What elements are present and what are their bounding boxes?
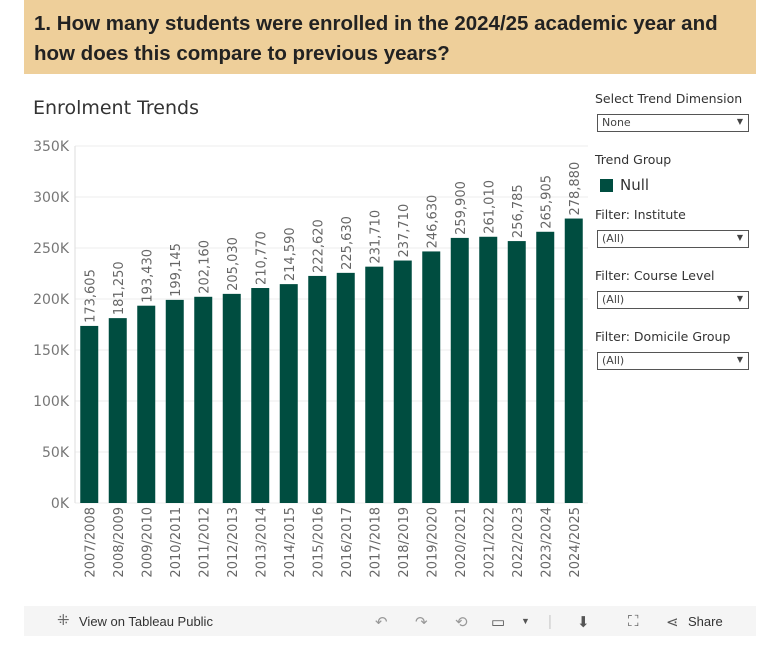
data-label: 246,630 — [425, 195, 440, 249]
bar — [137, 305, 156, 503]
divider: | — [548, 613, 552, 630]
data-label: 173,605 — [83, 269, 98, 323]
data-label: 237,710 — [397, 204, 412, 258]
bar — [108, 318, 127, 503]
data-label: 231,710 — [368, 210, 383, 264]
domicile-filter-dropdown[interactable]: (All) ▼ — [597, 352, 749, 370]
data-label: 259,900 — [454, 181, 469, 235]
revert-icon[interactable]: ⟲ — [455, 614, 468, 631]
x-tick-label: 2009/2010 — [140, 507, 155, 578]
data-label: 265,905 — [539, 175, 554, 229]
data-label: 193,430 — [140, 249, 155, 303]
tableau-logo-icon: ⁜ — [57, 612, 70, 629]
fullscreen-icon[interactable]: ⛶ — [628, 613, 639, 630]
y-tick-label: 150K — [33, 343, 70, 359]
x-tick-label: 2019/2020 — [425, 507, 440, 578]
view-on-tableau-link[interactable]: View on Tableau Public — [79, 614, 213, 629]
bar — [336, 272, 355, 503]
bar — [165, 299, 184, 503]
data-label: 181,250 — [112, 261, 127, 315]
x-tick-label: 2018/2019 — [397, 507, 412, 578]
chevron-down-icon: ▼ — [736, 117, 743, 126]
data-label: 256,785 — [511, 184, 526, 238]
trend-dimension-label: Select Trend Dimension — [595, 91, 743, 106]
y-tick-label: 0K — [51, 496, 70, 512]
y-tick-label: 100K — [33, 394, 70, 410]
trend-group-label: Trend Group — [595, 152, 672, 167]
legend-swatch — [600, 179, 613, 192]
share-button[interactable]: Share — [688, 614, 723, 629]
institute-filter-label: Filter: Institute — [595, 207, 686, 222]
data-label: 261,010 — [482, 180, 497, 234]
x-tick-label: 2022/2023 — [511, 507, 526, 578]
institute-filter-dropdown[interactable]: (All) ▼ — [597, 230, 749, 248]
bar — [393, 260, 412, 503]
bar — [194, 296, 213, 503]
chevron-down-icon: ▼ — [736, 294, 743, 303]
bar — [222, 293, 241, 503]
y-tick-label: 300K — [33, 190, 70, 206]
bar — [507, 241, 526, 504]
x-tick-label: 2020/2021 — [454, 507, 469, 578]
bar — [80, 325, 99, 503]
enrolment-bar-chart: 0K 50K 100K 150K 200K 250K 300K 350K 173,605 2007… — [33, 139, 588, 578]
x-tick-label: 2007/2008 — [83, 507, 98, 578]
course-level-filter-dropdown[interactable]: (All) ▼ — [597, 291, 749, 309]
data-label: 199,145 — [169, 243, 184, 297]
y-tick-label: 250K — [33, 241, 70, 257]
chart-title: Enrolment Trends — [33, 97, 199, 119]
bar — [365, 266, 384, 503]
bar — [479, 236, 498, 503]
x-tick-label: 2024/2025 — [568, 507, 583, 578]
undo-icon[interactable]: ↶ — [375, 614, 388, 631]
bar — [251, 288, 270, 503]
x-tick-label: 2021/2022 — [482, 507, 497, 578]
bar — [564, 218, 583, 503]
x-tick-label: 2011/2012 — [197, 507, 212, 578]
bar — [422, 251, 441, 503]
data-label: 202,160 — [197, 240, 212, 294]
download-icon[interactable]: ⬇ — [577, 614, 590, 631]
x-tick-label: 2010/2011 — [169, 507, 184, 578]
chevron-down-icon: ▼ — [736, 355, 743, 364]
data-label: 205,030 — [226, 237, 241, 291]
share-icon[interactable]: ⋖ — [666, 614, 679, 631]
x-tick-label: 2016/2017 — [340, 507, 355, 578]
bar — [536, 231, 555, 503]
domicile-filter-value: (All) — [602, 354, 625, 367]
bar — [308, 275, 327, 503]
data-label: 214,590 — [283, 227, 298, 281]
data-label: 278,880 — [568, 162, 583, 216]
trend-dimension-dropdown[interactable]: None ▼ — [597, 114, 749, 132]
trend-dimension-value: None — [602, 116, 631, 129]
course-level-filter-label: Filter: Course Level — [595, 268, 715, 283]
x-tick-label: 2015/2016 — [311, 507, 326, 578]
tableau-toolbar: ⁜ View on Tableau Public ↶ ↷ ⟲ ▭ ▼ | ⬇ ⛶… — [24, 606, 756, 636]
x-tick-label: 2013/2014 — [254, 507, 269, 578]
data-label: 210,770 — [254, 231, 269, 285]
data-label: 225,630 — [340, 216, 355, 270]
institute-filter-value: (All) — [602, 232, 625, 245]
x-tick-label: 2008/2009 — [112, 507, 127, 578]
refresh-dropdown-icon[interactable]: ▼ — [521, 616, 530, 626]
chevron-down-icon: ▼ — [736, 233, 743, 242]
x-tick-label: 2023/2024 — [539, 507, 554, 578]
question-banner: 1. How many students were enrolled in th… — [24, 0, 756, 74]
course-level-filter-value: (All) — [602, 293, 625, 306]
y-tick-label: 50K — [42, 445, 70, 461]
redo-icon[interactable]: ↷ — [415, 614, 428, 631]
data-label: 222,620 — [311, 219, 326, 273]
y-tick-label: 350K — [33, 139, 70, 155]
bar — [279, 284, 298, 503]
refresh-icon[interactable]: ▭ — [491, 614, 506, 631]
x-tick-label: 2014/2015 — [283, 507, 298, 578]
x-tick-label: 2012/2013 — [226, 507, 241, 578]
legend-item[interactable]: Null — [620, 176, 650, 194]
y-tick-label: 200K — [33, 292, 70, 308]
x-tick-label: 2017/2018 — [368, 507, 383, 578]
bar — [450, 237, 469, 503]
domicile-filter-label: Filter: Domicile Group — [595, 329, 731, 344]
